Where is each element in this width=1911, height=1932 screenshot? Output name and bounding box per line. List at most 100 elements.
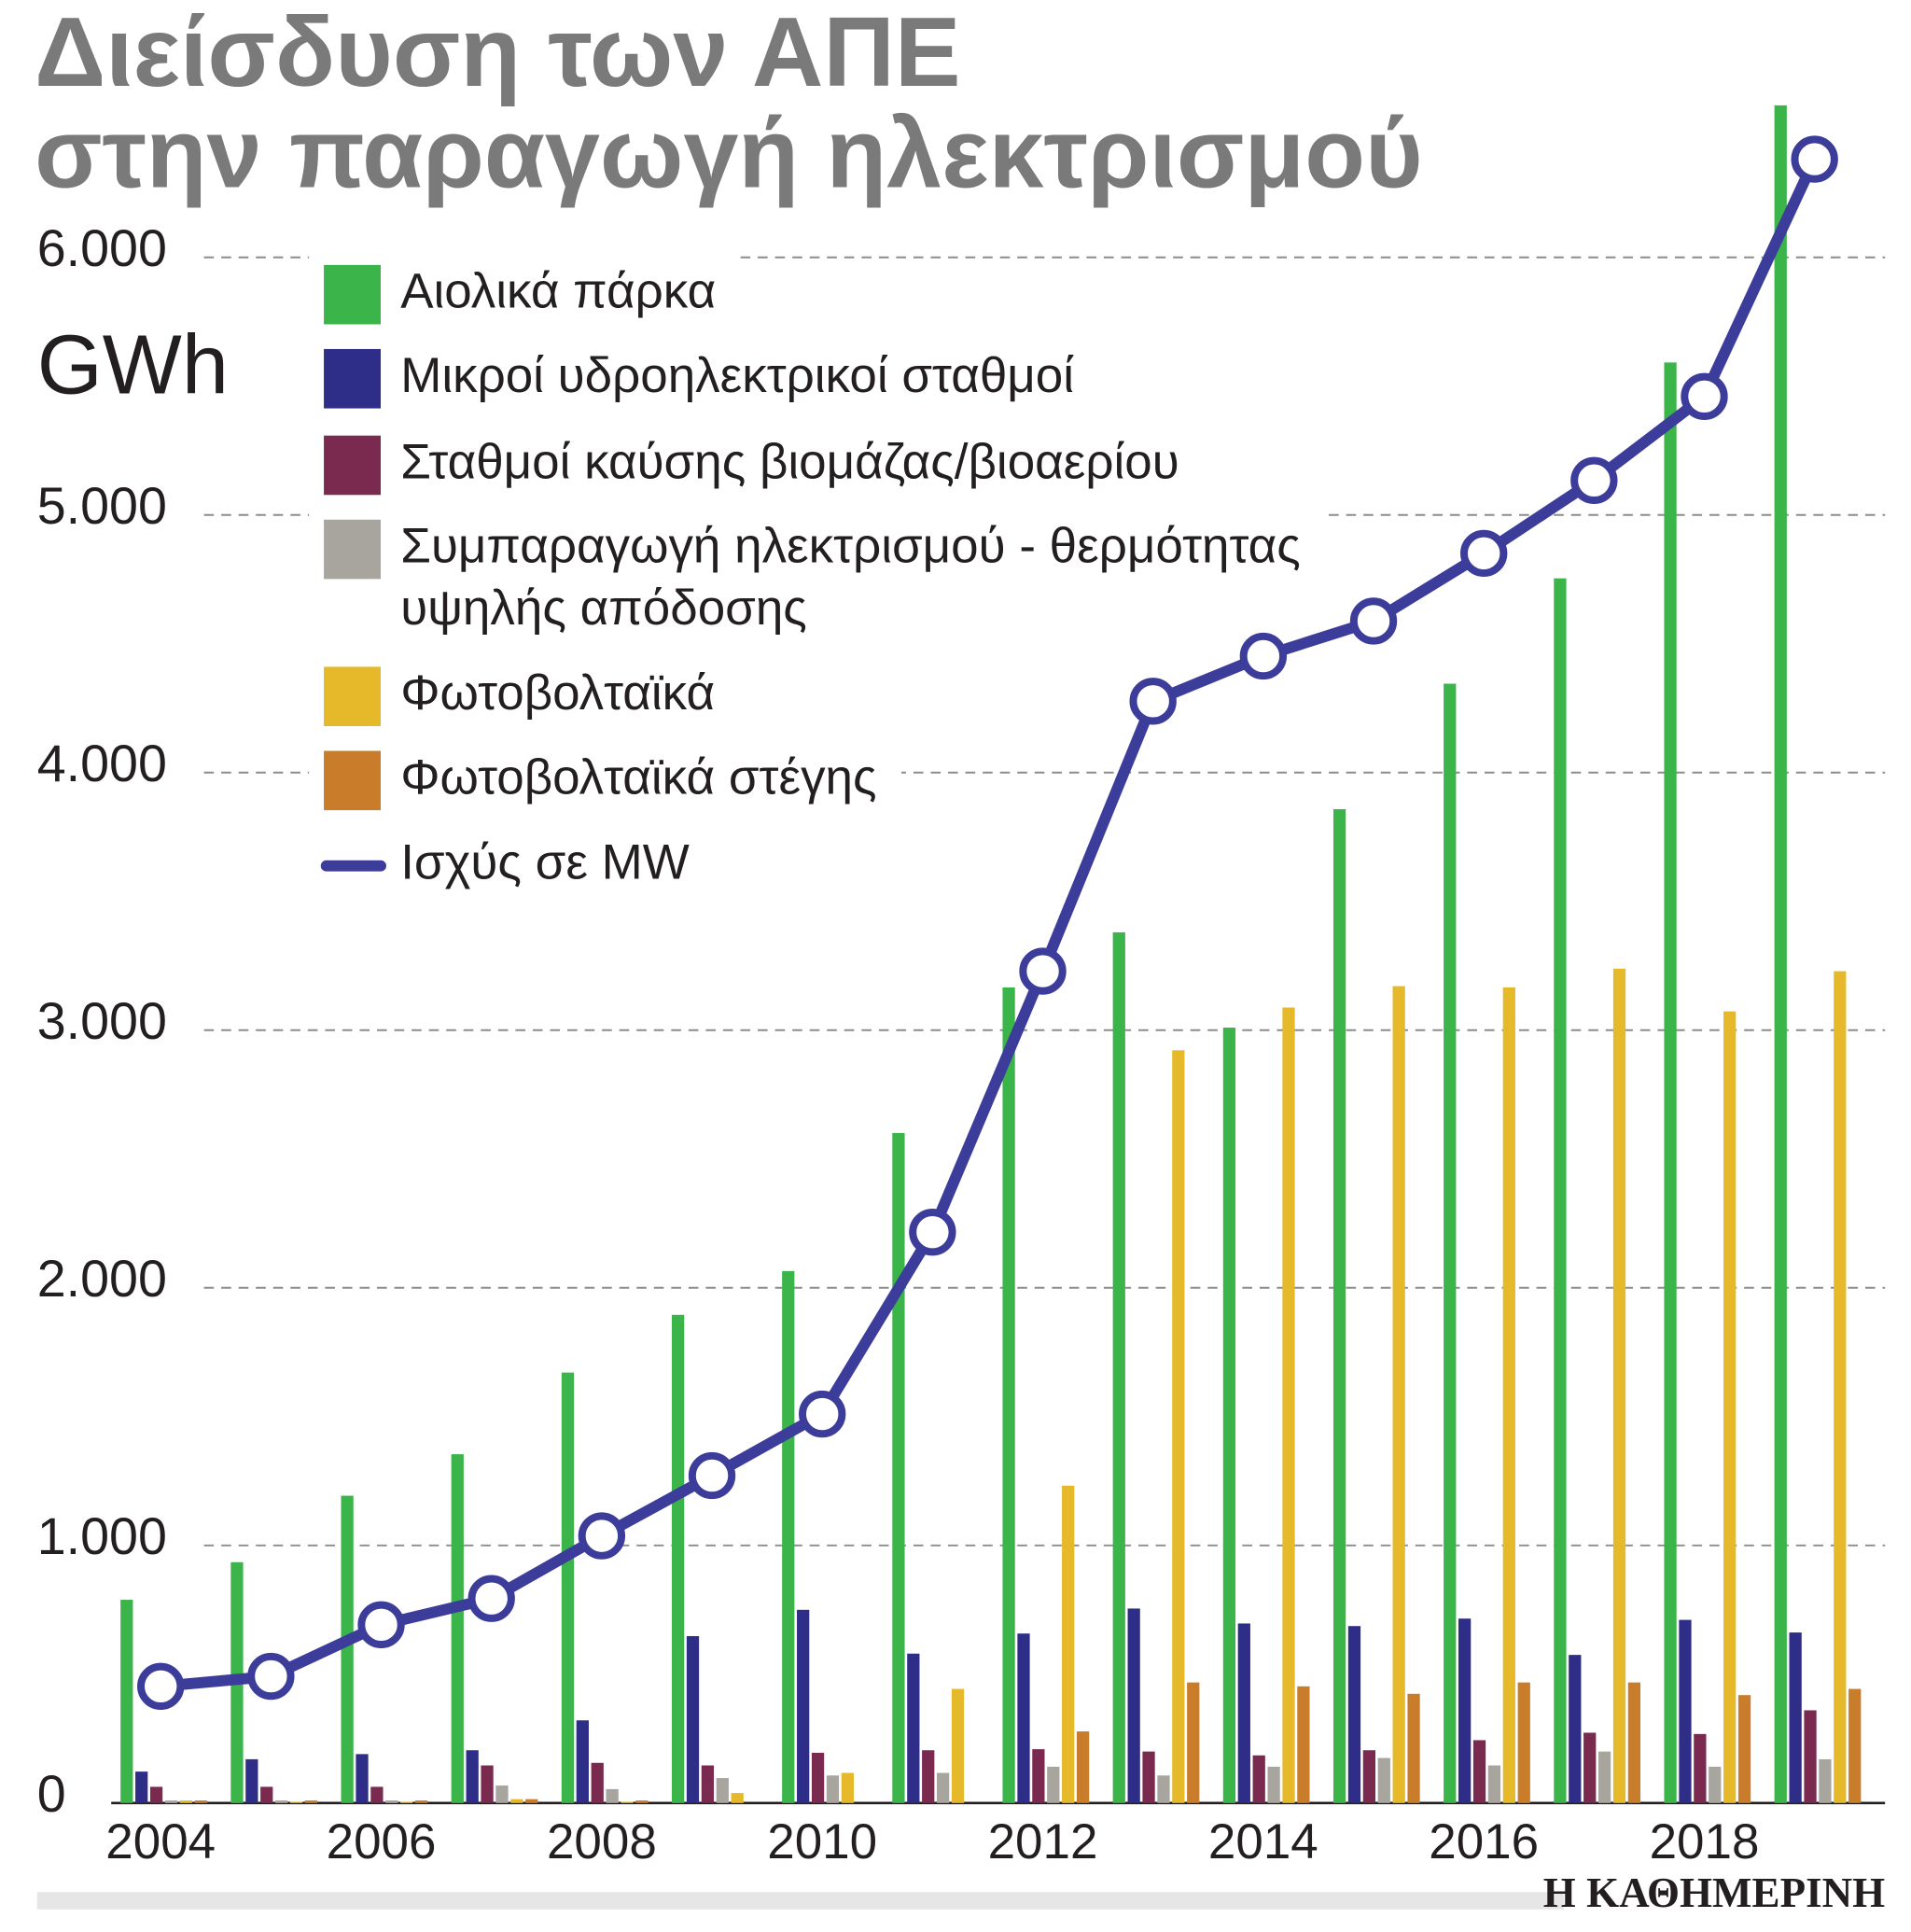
legend-label: Φωτοβολταϊκά στέγης (400, 749, 876, 805)
bar (1017, 1633, 1030, 1803)
y-tick-label: 0 (37, 1765, 66, 1823)
bar (120, 1600, 133, 1803)
bar (1112, 931, 1125, 1803)
bar (1032, 1749, 1045, 1803)
bar (260, 1786, 273, 1803)
bar (1664, 362, 1677, 1803)
bar (400, 1801, 413, 1803)
bar (1597, 1751, 1611, 1803)
bar (1222, 1028, 1236, 1803)
y-tick-label: 5.000 (37, 477, 167, 535)
bar (1047, 1766, 1060, 1803)
bar (1392, 986, 1405, 1803)
bar (1679, 1619, 1692, 1803)
line-marker (578, 1512, 626, 1560)
legend: Αιολικά πάρκα Μικροί υδροηλεκτρικοί σταθμ… (309, 252, 1326, 908)
x-tick-label: 2008 (547, 1814, 657, 1869)
legend-label: Σταθμοί καύσης βιομάζας/βιοαερίου (400, 434, 1179, 489)
bar (797, 1609, 810, 1803)
y-tick-label: 2.000 (37, 1250, 167, 1308)
legend-label: Συμπαραγωγή ηλεκτρισμού - θερμότητας υψηλ… (400, 519, 1301, 636)
bar (1789, 1632, 1802, 1803)
bar (289, 1801, 303, 1803)
line-marker (799, 1390, 846, 1438)
footer-bar (36, 1892, 1564, 1910)
bar (1723, 1011, 1737, 1803)
bar (635, 1800, 649, 1803)
y-tick-label: 3.000 (37, 992, 167, 1050)
legend-swatch (324, 435, 382, 496)
bar (1062, 1485, 1075, 1803)
line-marker (1791, 135, 1838, 183)
bar (1002, 987, 1015, 1803)
bar (922, 1750, 935, 1803)
bar (826, 1775, 840, 1803)
bar (1332, 808, 1346, 1803)
bar (525, 1799, 538, 1803)
line-marker (247, 1652, 295, 1701)
bar (510, 1799, 523, 1803)
bar (1267, 1766, 1280, 1803)
line-marker (1460, 529, 1508, 578)
bar (1737, 1695, 1751, 1803)
y-unit: GWh (37, 318, 229, 413)
chart-title: Διείσδυση των ΑΠΕ (35, 0, 960, 107)
bar (1347, 1626, 1361, 1803)
bar (1569, 1655, 1582, 1803)
bar (1377, 1757, 1390, 1803)
bar (1458, 1618, 1472, 1803)
bar (892, 1132, 905, 1803)
bar (370, 1786, 384, 1803)
bar (304, 1800, 318, 1803)
bar (1554, 578, 1567, 1803)
legend-background (309, 423, 1205, 508)
x-tick-label: 2014 (1208, 1814, 1318, 1869)
chart-title: στην παραγωγή ηλεκτρισμού (35, 99, 1423, 209)
line-marker (137, 1662, 185, 1710)
source: Η ΚΑΘΗΜΕΡΙΝΗ (1543, 1869, 1885, 1916)
bar (701, 1765, 715, 1803)
bar (1627, 1682, 1641, 1803)
legend-label: Αιολικά πάρκα (400, 264, 716, 319)
bar (275, 1800, 288, 1803)
line-marker (909, 1209, 956, 1256)
bar (1517, 1682, 1530, 1803)
line-marker (1019, 947, 1067, 995)
bar (716, 1778, 729, 1803)
x-tick-label: 2010 (767, 1814, 877, 1869)
bar (686, 1635, 700, 1803)
bar (1819, 1758, 1832, 1803)
x-tick-label: 2016 (1429, 1814, 1539, 1869)
legend-label: Μικροί υδροηλεκτρικοί σταθμοί (400, 348, 1074, 403)
bar (576, 1720, 589, 1803)
bar (811, 1753, 825, 1803)
legend-background (309, 336, 1099, 421)
bar (782, 1270, 795, 1803)
bar (1804, 1710, 1817, 1803)
x-tick-label: 2012 (988, 1814, 1098, 1869)
bar (1444, 683, 1457, 1803)
bar (495, 1785, 509, 1803)
legend-background (309, 654, 740, 739)
x-tick-label: 2018 (1650, 1814, 1760, 1869)
bar (1612, 968, 1626, 1803)
bar (731, 1793, 744, 1803)
line (160, 157, 1820, 1692)
bar (385, 1800, 398, 1803)
y-tick-label: 4.000 (37, 735, 167, 792)
line-marker (1129, 678, 1177, 725)
line-marker (688, 1451, 736, 1500)
bar (1076, 1731, 1090, 1803)
bar (1848, 1688, 1862, 1803)
bar (1583, 1732, 1597, 1803)
x-tick-label: 2004 (105, 1814, 216, 1869)
legend-swatch (324, 750, 382, 811)
line-marker (1239, 632, 1288, 680)
y-tick-label: 6.000 (37, 219, 167, 277)
bar (194, 1800, 207, 1803)
bar (951, 1688, 965, 1803)
legend-background (309, 252, 741, 337)
legend-label: Φωτοβολταϊκά (400, 665, 715, 721)
